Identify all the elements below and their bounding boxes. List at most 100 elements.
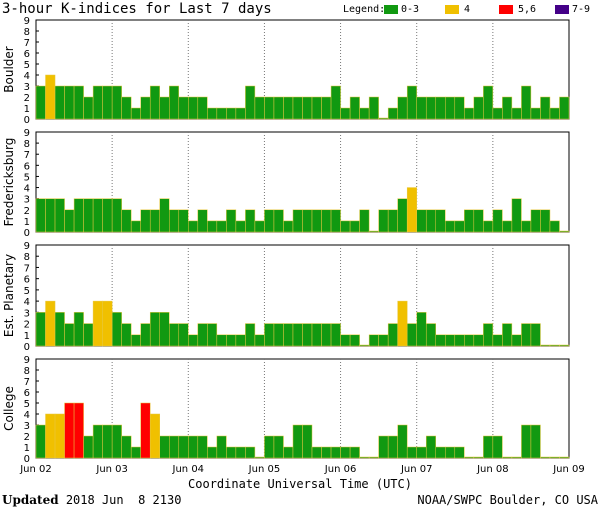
y-tick-label: 9 bbox=[24, 128, 30, 139]
y-tick-label: 8 bbox=[24, 366, 30, 377]
k-index-bar bbox=[387, 107, 398, 120]
k-index-bar bbox=[502, 323, 513, 347]
k-index-bar bbox=[102, 300, 113, 347]
k-index-bar bbox=[207, 220, 218, 233]
k-index-bar bbox=[511, 334, 522, 347]
k-index-bar bbox=[292, 323, 303, 347]
k-index-bar bbox=[111, 198, 122, 233]
y-tick-label: 3 bbox=[24, 82, 30, 93]
k-index-bar bbox=[226, 209, 237, 233]
y-tick-label: 8 bbox=[24, 27, 30, 38]
k-index-bar bbox=[321, 446, 332, 459]
k-index-bar bbox=[207, 323, 218, 347]
k-index-bar bbox=[130, 446, 141, 459]
k-index-bar bbox=[406, 187, 417, 233]
y-tick-label: 3 bbox=[24, 308, 30, 319]
k-index-bar bbox=[54, 85, 65, 120]
k-index-bar bbox=[216, 220, 227, 233]
k-index-bar bbox=[502, 456, 513, 459]
y-tick-label: 7 bbox=[24, 150, 30, 161]
k-index-bar bbox=[530, 107, 541, 120]
y-tick-label: 9 bbox=[24, 16, 30, 27]
k-index-panels: 0123456789Boulder0123456789Fredericksbur… bbox=[2, 16, 585, 475]
k-index-bar bbox=[226, 446, 237, 459]
k-index-bar bbox=[92, 300, 103, 347]
y-tick-label: 7 bbox=[24, 38, 30, 49]
k-index-bar bbox=[130, 107, 141, 120]
y-tick-label: 5 bbox=[24, 286, 30, 297]
k-index-bar bbox=[435, 446, 446, 459]
k-index-bar bbox=[406, 323, 417, 347]
updated-line: Updated 2018 Jun 8 2130 bbox=[2, 493, 181, 507]
y-tick-label: 0 bbox=[24, 342, 30, 353]
y-tick-label: 3 bbox=[24, 421, 30, 432]
k-index-bar bbox=[445, 220, 456, 233]
k-index-bar bbox=[245, 323, 256, 347]
x-axis-title: Coordinate Universal Time (UTC) bbox=[188, 477, 412, 491]
legend-swatch-4 bbox=[445, 5, 459, 14]
k-index-bar bbox=[397, 198, 408, 233]
k-index-bar bbox=[73, 312, 84, 347]
y-axis-label: Boulder bbox=[2, 46, 16, 93]
k-index-bar bbox=[35, 312, 46, 347]
k-index-bar bbox=[121, 209, 132, 233]
k-index-bar bbox=[492, 435, 503, 459]
k-index-bar bbox=[73, 402, 84, 459]
updated-time: 2018 Jun 8 2130 bbox=[65, 493, 182, 507]
k-index-bar bbox=[464, 334, 475, 347]
k-index-bar bbox=[330, 85, 341, 120]
legend-text-5-6: 5,6 bbox=[518, 4, 537, 15]
k-index-bar bbox=[425, 209, 437, 233]
k-index-bar bbox=[530, 209, 541, 233]
k-index-bar bbox=[169, 209, 180, 233]
k-index-bar bbox=[273, 96, 284, 120]
k-index-bar bbox=[264, 209, 275, 233]
k-index-bar bbox=[149, 85, 160, 120]
k-index-bar bbox=[292, 209, 303, 233]
k-index-bar bbox=[216, 334, 227, 347]
y-tick-label: 6 bbox=[24, 161, 30, 172]
k-index-bar bbox=[254, 220, 265, 233]
k-index-bar bbox=[425, 323, 437, 347]
k-index-bar bbox=[226, 107, 237, 120]
k-index-bar bbox=[378, 209, 389, 233]
k-index-bar bbox=[178, 209, 189, 233]
k-index-bar bbox=[340, 107, 351, 120]
k-index-bar bbox=[340, 334, 351, 347]
k-index-bar bbox=[359, 456, 370, 459]
k-index-bar bbox=[149, 209, 160, 233]
x-tick-label: Jun 07 bbox=[400, 464, 433, 475]
updated-label: Updated bbox=[2, 493, 59, 507]
credit: NOAA/SWPC Boulder, CO USA bbox=[417, 493, 598, 507]
k-index-bar bbox=[188, 220, 199, 233]
k-index-bar bbox=[416, 446, 427, 459]
k-index-bar bbox=[464, 456, 475, 459]
k-index-bar bbox=[511, 107, 522, 120]
k-index-bar bbox=[130, 220, 141, 233]
k-index-bar bbox=[359, 107, 370, 120]
k-index-bar bbox=[92, 424, 103, 459]
k-index-bar bbox=[64, 85, 75, 120]
y-tick-label: 6 bbox=[24, 388, 30, 399]
k-index-bar bbox=[540, 96, 551, 120]
k-index-bar bbox=[397, 300, 408, 347]
k-index-bar bbox=[387, 435, 398, 459]
k-index-bar bbox=[454, 220, 465, 233]
k-index-bar bbox=[121, 435, 132, 459]
k-index-bar bbox=[321, 209, 332, 233]
k-index-bar bbox=[235, 107, 246, 120]
k-index-bar bbox=[454, 334, 465, 347]
k-index-bar bbox=[492, 209, 503, 233]
k-index-bar bbox=[359, 344, 370, 347]
k-index-bar bbox=[159, 96, 170, 120]
legend-swatch-0-3 bbox=[384, 5, 398, 14]
k-index-bar bbox=[273, 323, 284, 347]
k-index-bar bbox=[102, 198, 113, 233]
k-index-bar bbox=[492, 334, 503, 347]
x-tick-label: Jun 03 bbox=[95, 464, 128, 475]
k-index-bar bbox=[387, 209, 398, 233]
y-tick-label: 8 bbox=[24, 252, 30, 263]
